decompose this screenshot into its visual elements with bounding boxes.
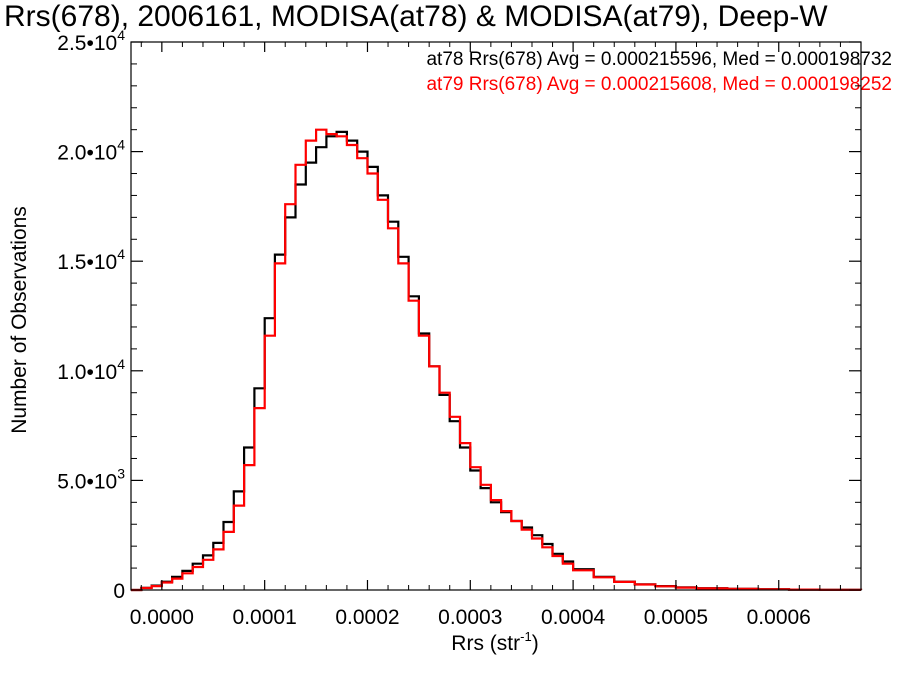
x-tick-label: 0.0003: [438, 606, 502, 629]
series-layer: [131, 128, 863, 592]
y-tick-label: 1.5•104: [57, 246, 125, 274]
y-tick-label: 5.0•103: [57, 465, 125, 493]
y-tick-label: 0: [113, 580, 125, 603]
y-tick-label: 2.5•104: [57, 27, 125, 55]
x-axis-label: Rrs (str-1): [451, 629, 538, 655]
x-tick-label: 0.0004: [541, 606, 606, 629]
x-tick-label: 0.0001: [233, 606, 297, 629]
x-axis-label-text: Rrs (str: [451, 632, 520, 655]
plot-frame: [130, 41, 862, 591]
x-tick-label: 0.0006: [747, 606, 811, 629]
x-tick-label: 0.0002: [335, 606, 399, 629]
x-axis-label-close: ): [532, 632, 539, 655]
y-axis-label: Number of Observations: [8, 206, 31, 434]
y-axis: 0 5.0•103 1.0•104 1.5•104 2.0•104 2.5•104: [57, 27, 861, 603]
y-tick-label: 1.0•104: [57, 356, 125, 384]
y-tick-label: 2.0•104: [57, 137, 125, 165]
series-line-at79: [131, 128, 863, 592]
x-axis-label-sup: -1: [520, 629, 532, 644]
annotation-at78: at78 Rrs(678) Avg = 0.000215596, Med = 0…: [426, 49, 892, 70]
x-tick-label: 0.0000: [130, 606, 194, 629]
annotation-at79: at79 Rrs(678) Avg = 0.000215608, Med = 0…: [426, 74, 892, 95]
x-tick-label: 0.0005: [644, 606, 708, 629]
x-axis: 0.0000 0.0001 0.0002 0.0003 0.0004 0.0005 0.00…: [130, 42, 862, 629]
chart-title: Rrs(678), 2006161, MODISA(at78) & MODISA…: [4, 0, 828, 33]
series-line-at78: [131, 130, 863, 592]
